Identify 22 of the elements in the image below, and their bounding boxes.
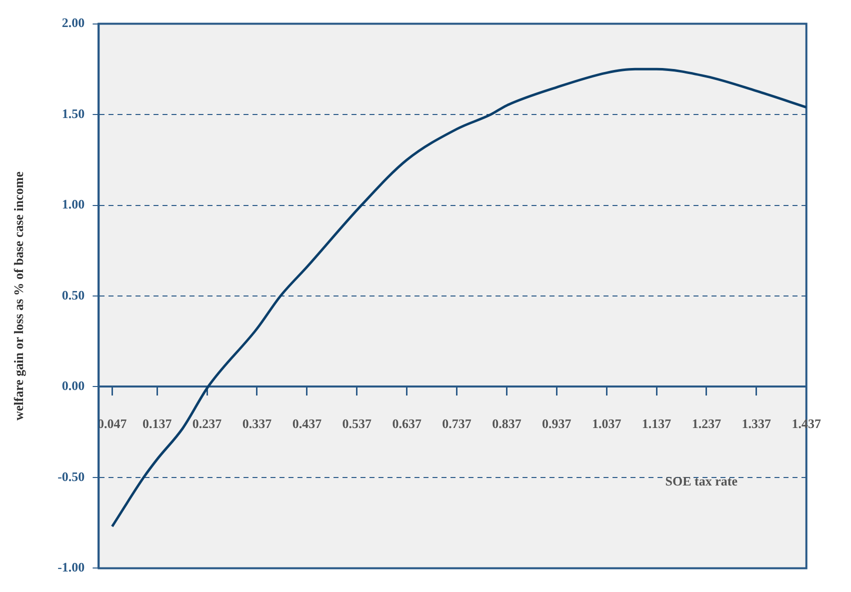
x-axis-title: SOE tax rate — [665, 474, 738, 489]
x-tick-label: 0.237 — [192, 416, 222, 431]
x-tick-label: 0.837 — [492, 416, 522, 431]
x-tick-label: 0.637 — [392, 416, 422, 431]
y-tick-label: 0.50 — [62, 287, 85, 302]
x-tick-label: 1.037 — [592, 416, 622, 431]
x-tick-label: 1.137 — [642, 416, 672, 431]
y-tick-label: 2.00 — [62, 15, 85, 30]
y-tick-label: 1.50 — [62, 106, 85, 121]
x-tick-label: 0.737 — [442, 416, 472, 431]
x-tick-label: 0.137 — [142, 416, 172, 431]
y-tick-label: 0.00 — [62, 378, 85, 394]
x-tick-label: 0.337 — [242, 416, 272, 431]
y-tick-label: -1.00 — [58, 560, 85, 575]
y-axis-title: welfare gain or loss as % of base case income — [11, 171, 26, 421]
y-tick-label: -0.50 — [58, 468, 85, 484]
x-tick-label: 0.937 — [542, 416, 572, 431]
y-tick-label: 1.00 — [62, 196, 85, 212]
x-tick-label: 0.437 — [292, 416, 322, 431]
x-tick-label: 1.237 — [692, 416, 722, 431]
x-tick-label: 1.337 — [742, 416, 772, 431]
x-tick-label: 0.537 — [342, 416, 372, 431]
